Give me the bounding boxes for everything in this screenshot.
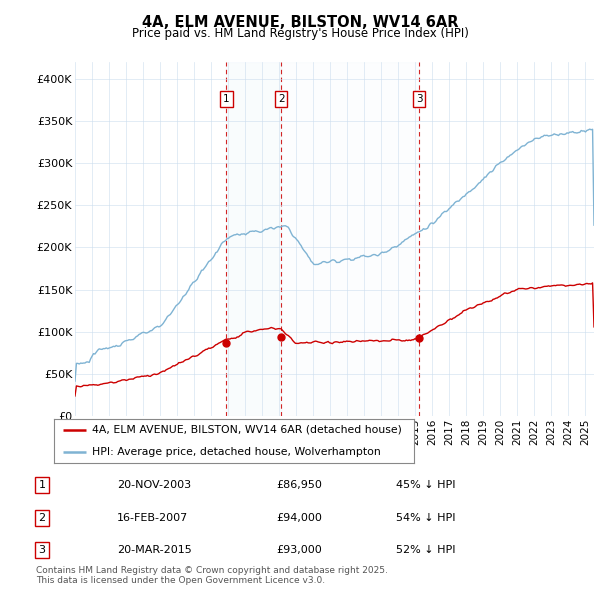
Text: 4A, ELM AVENUE, BILSTON, WV14 6AR (detached house): 4A, ELM AVENUE, BILSTON, WV14 6AR (detac… [92, 425, 401, 435]
Text: 4A, ELM AVENUE, BILSTON, WV14 6AR: 4A, ELM AVENUE, BILSTON, WV14 6AR [142, 15, 458, 30]
Text: 45% ↓ HPI: 45% ↓ HPI [396, 480, 455, 490]
Text: HPI: Average price, detached house, Wolverhampton: HPI: Average price, detached house, Wolv… [92, 447, 380, 457]
Text: £94,000: £94,000 [276, 513, 322, 523]
Text: 20-NOV-2003: 20-NOV-2003 [117, 480, 191, 490]
Bar [281, 62, 419, 416]
Text: £93,000: £93,000 [276, 545, 322, 555]
Bar [226, 62, 281, 416]
Text: 3: 3 [416, 94, 422, 104]
Text: 3: 3 [38, 545, 46, 555]
Text: 16-FEB-2007: 16-FEB-2007 [117, 513, 188, 523]
Text: Price paid vs. HM Land Registry's House Price Index (HPI): Price paid vs. HM Land Registry's House … [131, 27, 469, 40]
Text: Contains HM Land Registry data © Crown copyright and database right 2025.
This d: Contains HM Land Registry data © Crown c… [36, 566, 388, 585]
Text: 20-MAR-2015: 20-MAR-2015 [117, 545, 192, 555]
Text: 2: 2 [38, 513, 46, 523]
Text: 1: 1 [38, 480, 46, 490]
Text: 54% ↓ HPI: 54% ↓ HPI [396, 513, 455, 523]
Text: £86,950: £86,950 [276, 480, 322, 490]
Text: 2: 2 [278, 94, 284, 104]
Text: 52% ↓ HPI: 52% ↓ HPI [396, 545, 455, 555]
Text: 1: 1 [223, 94, 230, 104]
